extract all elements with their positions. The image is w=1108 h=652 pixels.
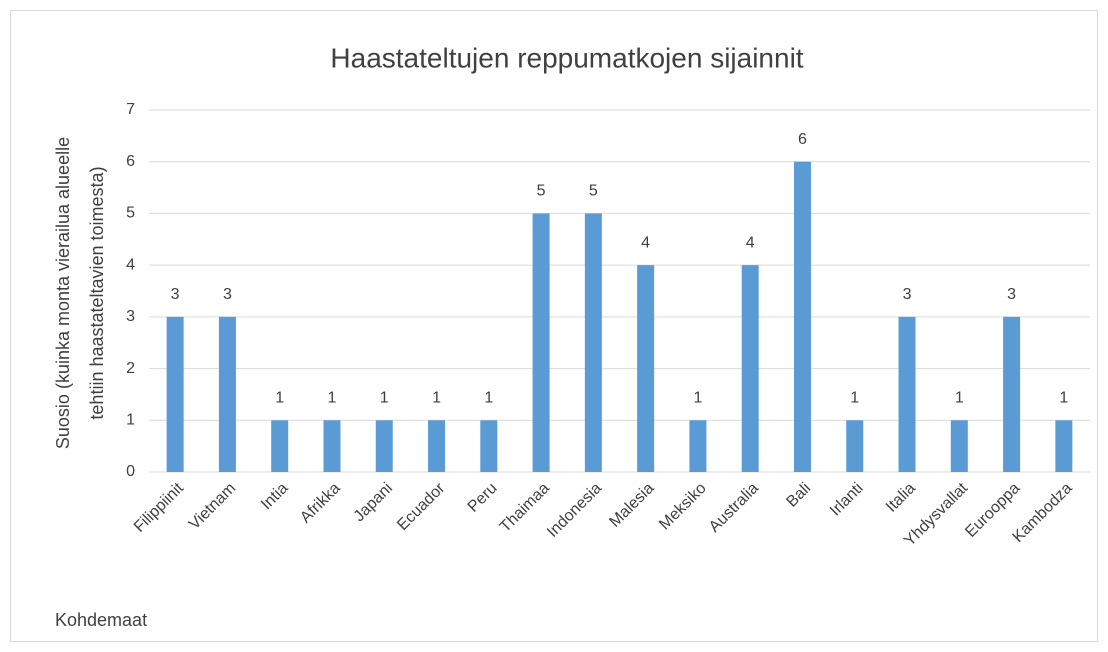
y-tick-label: 5	[126, 205, 135, 222]
bar	[375, 420, 393, 472]
y-tick-label: 0	[126, 463, 135, 480]
data-label: 4	[746, 234, 755, 251]
y-tick-label: 3	[126, 308, 135, 325]
data-label: 6	[798, 131, 807, 148]
y-tick-label: 2	[126, 360, 135, 377]
x-axis-label: Kohdemaat	[55, 610, 147, 630]
bar	[532, 213, 550, 472]
chart-title: Haastateltujen reppumatkojen sijainnit	[330, 42, 803, 73]
bar	[950, 420, 968, 472]
y-axis-label: Suosio (kuinka monta vierailua alueelle	[53, 137, 73, 449]
y-tick-label: 4	[126, 256, 135, 273]
bar	[218, 316, 236, 472]
data-label: 1	[275, 390, 284, 407]
data-label: 3	[903, 286, 912, 303]
data-label: 3	[223, 286, 232, 303]
y-tick-label: 1	[126, 412, 135, 429]
bar	[741, 265, 759, 472]
bar	[584, 213, 602, 472]
data-label: 1	[380, 390, 389, 407]
bar	[637, 265, 655, 472]
bar	[166, 316, 184, 472]
y-axis-label: tehtiin haastateltavien toimesta)	[87, 166, 107, 419]
y-tick-label: 7	[126, 101, 135, 118]
y-tick-label: 6	[126, 153, 135, 170]
bar	[846, 420, 864, 472]
bar	[1003, 316, 1021, 472]
chart-frame	[10, 10, 1098, 642]
data-label: 1	[955, 390, 964, 407]
data-label: 1	[432, 390, 441, 407]
data-label: 5	[589, 183, 598, 200]
bar	[898, 316, 916, 472]
bar	[1055, 420, 1073, 472]
data-label: 1	[850, 390, 859, 407]
bar	[689, 420, 707, 472]
bar	[271, 420, 289, 472]
data-label: 1	[1059, 390, 1068, 407]
data-label: 1	[328, 390, 337, 407]
data-label: 4	[641, 234, 650, 251]
data-label: 5	[537, 183, 546, 200]
data-label: 3	[1007, 286, 1016, 303]
data-label: 1	[484, 390, 493, 407]
bar	[323, 420, 341, 472]
bar	[793, 161, 811, 472]
data-label: 1	[693, 390, 702, 407]
bar	[480, 420, 498, 472]
data-label: 3	[171, 286, 180, 303]
bar	[428, 420, 446, 472]
